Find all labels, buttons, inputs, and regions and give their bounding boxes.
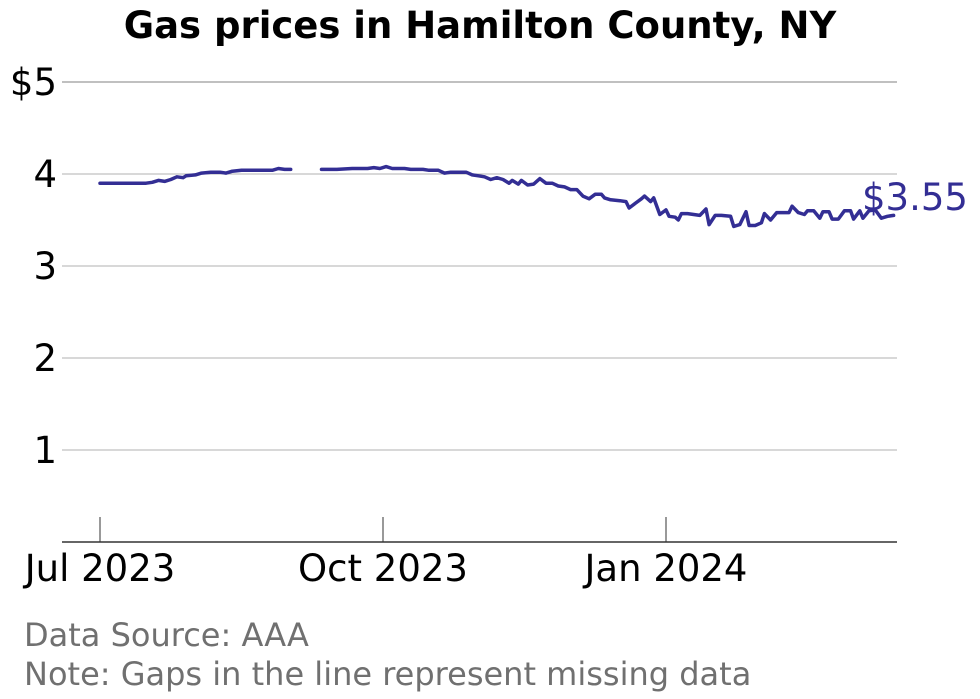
y-axis-tick-labels: $5 4 3 2 1 <box>10 61 57 472</box>
x-tick-label: Jan 2024 <box>583 547 748 590</box>
latest-price-label: $3.55 <box>862 176 968 219</box>
gridlines <box>62 81 897 451</box>
x-axis: Jul 2023 Oct 2023 Jan 2024 <box>23 517 897 590</box>
price-series <box>98 164 896 229</box>
y-tick-label: 3 <box>33 245 57 288</box>
chart-title: Gas prices in Hamilton County, NY <box>124 4 838 47</box>
price-line-segment-1 <box>98 166 293 185</box>
y-tick-label: 1 <box>33 429 57 472</box>
y-tick-label: 4 <box>33 153 57 196</box>
x-tick-label: Jul 2023 <box>23 547 176 590</box>
x-tick-label: Oct 2023 <box>298 547 468 590</box>
price-line-segment-2 <box>319 164 896 229</box>
missing-data-note: Note: Gaps in the line represent missing… <box>24 655 751 693</box>
data-source-note: Data Source: AAA <box>24 616 309 654</box>
y-tick-label: $5 <box>10 61 57 104</box>
y-tick-label: 2 <box>33 337 57 380</box>
